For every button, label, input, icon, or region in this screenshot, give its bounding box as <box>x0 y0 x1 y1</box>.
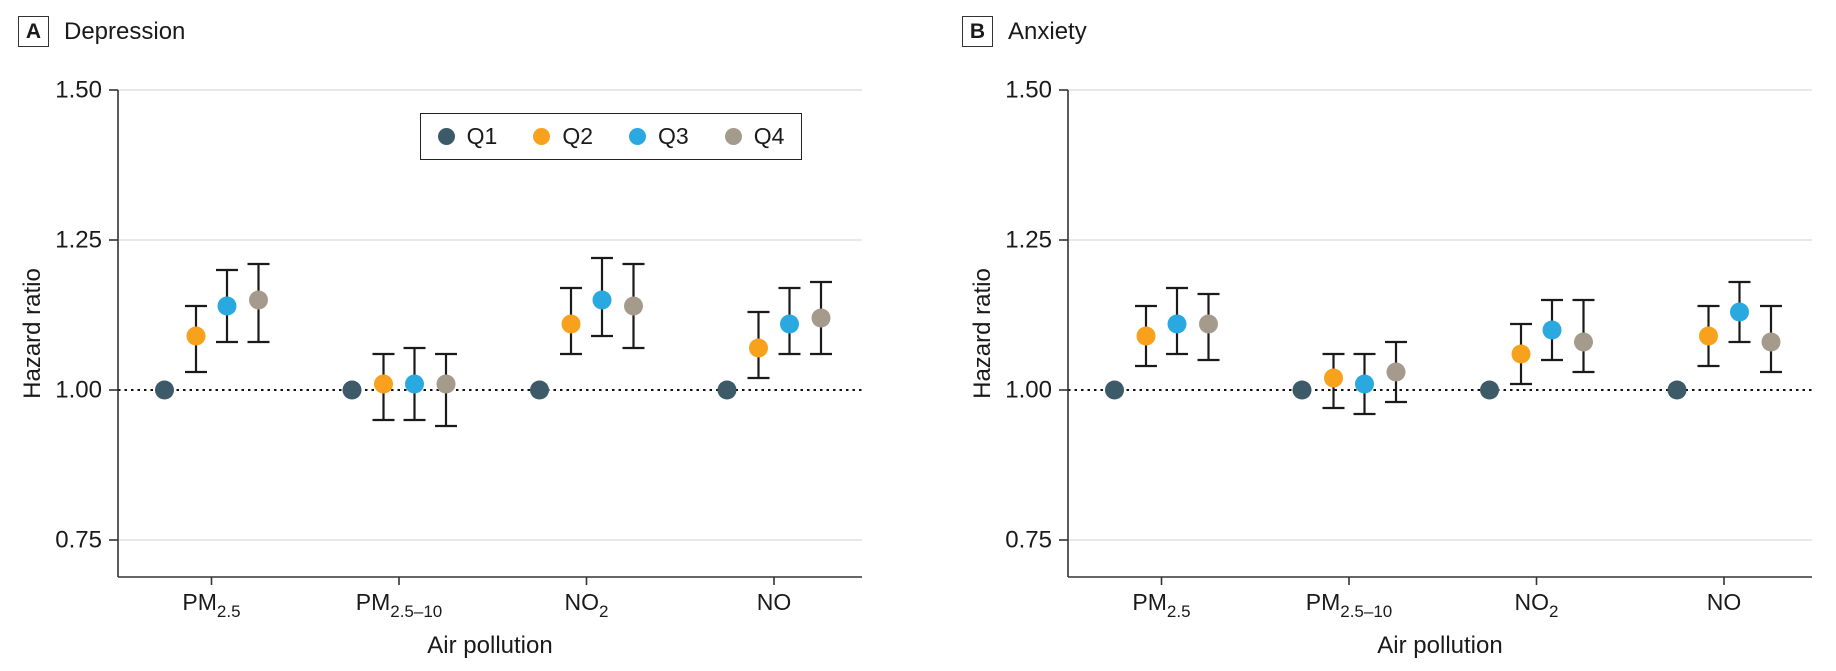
x-axis-title: Air pollution <box>1377 632 1502 659</box>
legend-label-q4: Q4 <box>753 123 785 149</box>
y-tick-label: 1.25 <box>1005 227 1052 254</box>
data-point-q4 <box>1199 314 1218 334</box>
data-point-q2 <box>561 314 581 334</box>
panel-a-letter-badge: A <box>18 16 49 47</box>
data-point-q3 <box>592 290 612 310</box>
x-category-label: PM2.5–10 <box>356 589 443 621</box>
y-tick-label: 1.25 <box>55 227 102 254</box>
data-point-q4 <box>624 296 643 316</box>
data-point-q3 <box>1355 374 1374 394</box>
x-category-label: PM2.5–10 <box>1306 589 1393 621</box>
data-point-q2 <box>374 374 393 394</box>
data-point-q3 <box>780 314 799 334</box>
legend-item-q3: Q3 <box>629 123 689 150</box>
data-point-q2 <box>1699 326 1718 346</box>
data-point-q4 <box>436 374 456 394</box>
data-point-q1 <box>1105 380 1124 400</box>
data-point-q1 <box>530 380 549 400</box>
y-tick-label: 1.50 <box>1005 77 1052 104</box>
data-point-q4 <box>1761 332 1781 352</box>
x-category-label: PM2.5 <box>182 589 240 621</box>
data-point-q4 <box>1386 362 1406 382</box>
legend-item-q1: Q1 <box>437 123 498 150</box>
legend-label-q2: Q2 <box>562 123 593 149</box>
y-tick-label: 1.00 <box>55 377 102 404</box>
data-point-q2 <box>1324 368 1343 388</box>
x-category-label: NO2 <box>565 589 609 621</box>
legend-label-q1: Q1 <box>466 123 498 149</box>
legend-label-q3: Q3 <box>658 123 689 149</box>
x-category-label: NO2 <box>1515 589 1559 621</box>
x-axis-title: Air pollution <box>427 632 552 659</box>
data-point-q3 <box>1730 302 1749 322</box>
data-point-q2 <box>749 338 768 358</box>
data-point-q2 <box>1511 344 1531 364</box>
y-tick-label: 0.75 <box>55 527 102 554</box>
panel-anxiety: 1.50 1.25 1.00 0.75 Hazard ratio PM2.5 PM2.5–1… <box>918 0 1836 671</box>
data-point-q4 <box>1574 332 1593 352</box>
data-point-q2 <box>186 326 206 346</box>
data-point-q4 <box>249 290 268 310</box>
panel-depression: 1.50 1.25 1.00 0.75 Hazard ratio PM2.5 PM2.5–1… <box>18 16 862 659</box>
y-axis-title: Hazard ratio <box>969 268 996 399</box>
q2-dot-icon <box>533 128 551 145</box>
y-tick-label: 1.00 <box>1005 377 1052 404</box>
x-category-label: PM2.5 <box>1132 589 1190 621</box>
x-category-label: NO <box>1707 589 1742 615</box>
data-point-q3 <box>1542 320 1562 340</box>
q1-dot-icon <box>437 128 455 145</box>
legend-item-q2: Q2 <box>533 123 593 150</box>
anxiety-chart-svg: 1.50 1.25 1.00 0.75 Hazard ratio PM2.5 PM2.5–1… <box>969 77 1812 659</box>
data-point-q3 <box>1167 314 1187 334</box>
q4-dot-icon <box>724 128 742 145</box>
data-point-q3 <box>405 374 424 394</box>
data-point-q1 <box>155 380 174 400</box>
data-point-q1 <box>342 380 362 400</box>
data-point-q1 <box>717 380 737 400</box>
data-point-q1 <box>1667 380 1687 400</box>
data-point-q2 <box>1136 326 1156 346</box>
y-tick-label: 1.50 <box>55 77 102 104</box>
y-tick-label: 0.75 <box>1005 527 1052 554</box>
legend-item-q4: Q4 <box>724 123 785 150</box>
data-point-q3 <box>217 296 237 316</box>
legend: Q1 Q2 Q3 Q4 <box>420 113 802 160</box>
panel-a-header: A Depression <box>18 16 185 47</box>
q3-dot-icon <box>629 128 646 145</box>
depression-chart-svg: 1.50 1.25 1.00 0.75 Hazard ratio PM2.5 PM2.5–1… <box>19 77 862 659</box>
panel-b-letter-badge: B <box>962 16 993 47</box>
data-point-q1 <box>1480 380 1499 400</box>
panel-b-title: Anxiety <box>1008 17 1087 45</box>
data-point-q4 <box>811 308 831 328</box>
y-axis-title: Hazard ratio <box>19 268 46 399</box>
x-category-label: NO <box>757 589 792 615</box>
panel-b-header: B Anxiety <box>962 16 1087 47</box>
data-point-q1 <box>1292 380 1312 400</box>
panel-a-title: Depression <box>64 17 186 45</box>
